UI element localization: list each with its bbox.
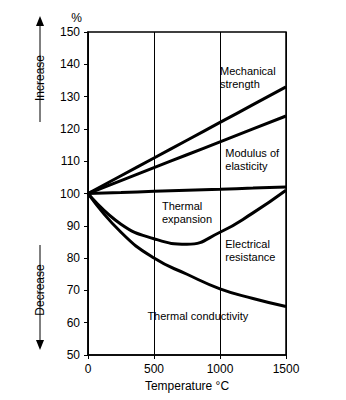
svg-text:Thermal conductivity: Thermal conductivity [147,310,248,322]
svg-text:expansion: expansion [162,213,212,225]
svg-text:150: 150 [60,25,80,39]
svg-text:Electrical: Electrical [225,238,273,250]
svg-text:elasticity: elasticity [225,160,268,172]
svg-text:Mechanical: Mechanical [220,65,279,77]
svg-text:%: % [71,11,82,25]
svg-text:Increase: Increase [33,55,47,101]
svg-text:100: 100 [60,187,80,201]
svg-text:Temperature °C: Temperature °C [145,379,229,393]
svg-text:1000: 1000 [207,362,234,376]
svg-text:Modulus of: Modulus of [225,147,282,159]
svg-text:120: 120 [60,122,80,136]
svg-text:60: 60 [67,316,81,330]
svg-text:90: 90 [67,219,81,233]
svg-text:0: 0 [85,362,92,376]
svg-text:50: 50 [67,348,81,362]
svg-text:140: 140 [60,57,80,71]
svg-text:resistance: resistance [225,251,275,263]
svg-text:strength: strength [220,78,260,90]
svg-text:500: 500 [144,362,164,376]
svg-text:1500: 1500 [273,362,300,376]
svg-text:110: 110 [61,154,80,168]
svg-text:130: 130 [60,90,80,104]
svg-text:Decrease: Decrease [33,264,47,316]
svg-text:Thermal: Thermal [162,200,205,212]
svg-text:70: 70 [67,283,81,297]
svg-text:80: 80 [67,251,81,265]
